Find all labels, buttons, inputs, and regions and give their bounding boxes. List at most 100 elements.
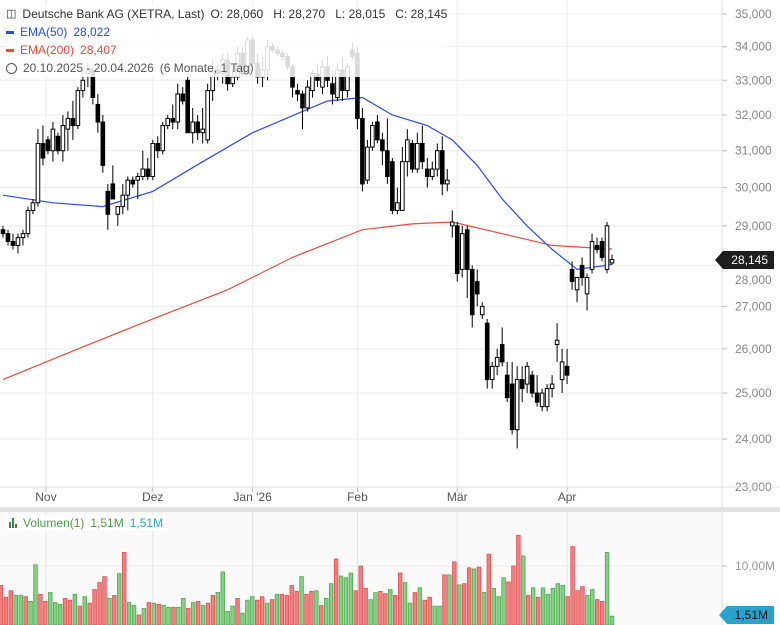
- candle-up: [15, 237, 21, 246]
- volume-label[interactable]: Volumen(1): [23, 516, 85, 530]
- candle-up: [80, 79, 86, 92]
- candle-up: [190, 121, 195, 134]
- candle-down: [439, 150, 445, 185]
- candle-down: [45, 139, 51, 152]
- volume-bar: [471, 568, 477, 625]
- candlestick-icon: ◫: [6, 8, 17, 20]
- volume-bar: [343, 577, 349, 625]
- candle-down: [110, 183, 116, 200]
- volume-bar: [378, 590, 383, 625]
- candle-down: [410, 142, 415, 170]
- candle-up: [115, 206, 121, 215]
- candle-up: [574, 277, 580, 291]
- time-label: Apr: [558, 490, 577, 504]
- candle-down: [145, 168, 151, 177]
- candle-up: [125, 179, 131, 196]
- price-tick-label: 35,000: [735, 7, 772, 21]
- candle-up: [395, 202, 400, 211]
- volume-bar: [255, 599, 260, 625]
- volume-bar: [28, 601, 33, 625]
- volume-bar: [324, 598, 329, 625]
- price-tick-label: 24,000: [735, 432, 772, 446]
- volume-bar: [72, 593, 78, 625]
- candle-down: [95, 103, 101, 123]
- volume-bar: [195, 601, 201, 625]
- volume-bar: [417, 587, 423, 625]
- volume-bar: [274, 593, 280, 625]
- volume-bar: [279, 593, 285, 625]
- time-label: Nov: [35, 490, 56, 504]
- volume-bar: [245, 599, 250, 625]
- volume-bar: [457, 584, 462, 625]
- candle-up: [65, 117, 71, 130]
- bar-chart-icon: [9, 518, 17, 528]
- volume-bar: [496, 596, 501, 625]
- candle-up: [160, 125, 166, 152]
- price-tick-label: 28,000: [735, 273, 772, 287]
- candle-down: [534, 392, 540, 403]
- volume-bar: [437, 605, 442, 625]
- volume-bar: [259, 596, 265, 625]
- volume-bar: [166, 606, 171, 625]
- chart-legend: ◫ Deutsche Bank AG (XETRA, Last) O: 28,0…: [6, 5, 448, 77]
- candle-down: [185, 79, 190, 134]
- candle-down: [454, 225, 460, 274]
- volume-bar: [62, 598, 68, 625]
- volume-bar: [383, 593, 388, 625]
- candle-up: [230, 76, 235, 85]
- volume-bar: [284, 595, 289, 625]
- volume-bar: [333, 558, 339, 625]
- volume-bar: [501, 577, 506, 625]
- candle-down: [105, 190, 111, 215]
- volume-bar: [452, 561, 457, 625]
- candle-down: [170, 117, 176, 123]
- candle-down: [594, 244, 600, 250]
- panel-divider[interactable]: [0, 507, 780, 512]
- volume-bar: [486, 553, 492, 625]
- price-panel-bg: [0, 0, 780, 510]
- volume-bar: [535, 596, 541, 625]
- volume-bar: [112, 595, 117, 625]
- candle-up: [140, 168, 146, 177]
- price-tick-label: 30,000: [735, 181, 772, 195]
- price-tick-label: 26,000: [735, 342, 772, 356]
- candle-down: [155, 142, 161, 152]
- ema50-label[interactable]: EMA(50): [20, 25, 68, 39]
- ema50-value: 28,022: [73, 25, 111, 39]
- candle-down: [529, 374, 535, 394]
- candle-up: [60, 125, 66, 152]
- volume-bar: [215, 592, 221, 625]
- candle-down: [499, 344, 505, 363]
- volume-bar: [358, 565, 363, 625]
- time-label: Jan '26: [233, 490, 272, 504]
- price-tick-label: 33,000: [735, 73, 772, 87]
- candle-down: [564, 365, 570, 376]
- candle-down: [504, 374, 510, 399]
- volume-bar: [235, 598, 240, 625]
- volume-bar: [171, 606, 176, 625]
- volume-bar: [102, 576, 107, 625]
- ema200-value: 28,407: [80, 43, 117, 57]
- ema200-swatch-icon: [6, 48, 14, 52]
- volume-bar: [427, 596, 432, 625]
- candle-up: [559, 361, 565, 381]
- volume-bar: [402, 582, 408, 625]
- volume-bar: [447, 574, 452, 625]
- candle-down: [375, 121, 380, 141]
- candle-up: [135, 175, 141, 181]
- volume-bar: [107, 598, 112, 625]
- candle-down: [420, 142, 425, 163]
- ema50-swatch-icon: [6, 30, 14, 34]
- candle-down: [5, 233, 11, 243]
- candle-down: [55, 135, 61, 152]
- candle-up: [20, 233, 26, 239]
- ema200-label[interactable]: EMA(200): [20, 43, 75, 57]
- date-range[interactable]: 20.10.2025 - 20.04.2026: [23, 61, 154, 75]
- candle-up: [370, 125, 375, 148]
- candle-down: [40, 142, 46, 159]
- volume-bar: [8, 590, 14, 625]
- volume-bar: [82, 596, 87, 625]
- time-label: Feb: [347, 490, 368, 504]
- price-tick-label: 31,000: [735, 144, 772, 158]
